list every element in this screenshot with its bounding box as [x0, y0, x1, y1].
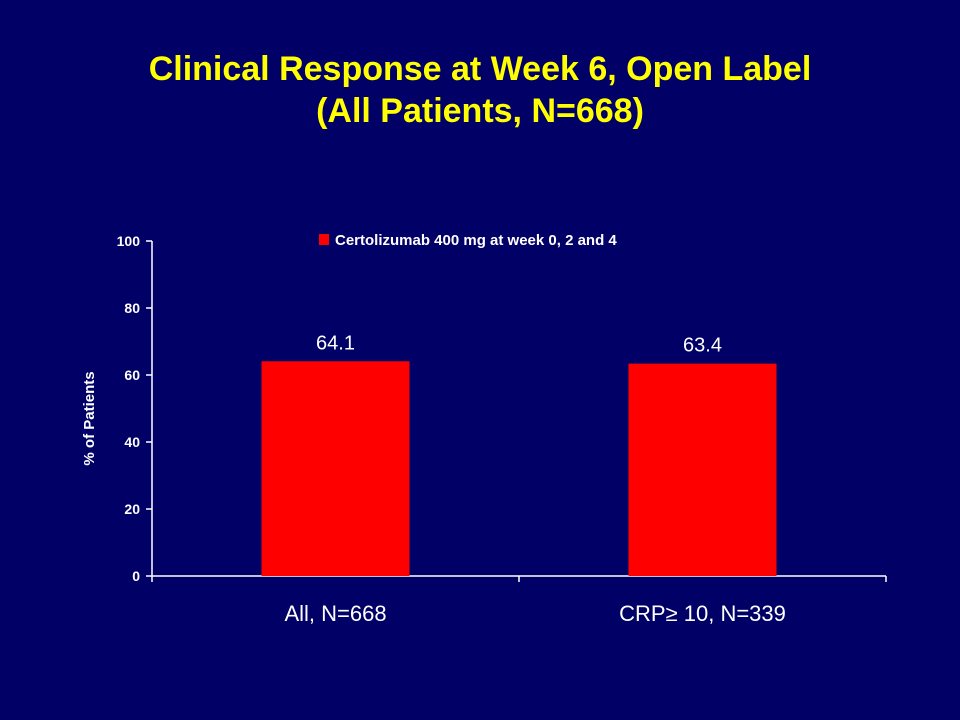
data-label-1: 64.1: [316, 332, 355, 354]
chart-bars: [261, 361, 777, 576]
y-tick-label: 40: [124, 434, 140, 450]
x-category-label-2: CRP≥ 10, N=339: [619, 601, 786, 626]
slide-title-line-1: Clinical Response at Week 6, Open Label: [148, 50, 812, 88]
legend-label: Certolizumab 400 mg at week 0, 2 and 4: [335, 232, 617, 249]
bar-2: [628, 363, 777, 576]
chart-axes: 0 20 40 60 80 100 % of Patients: [81, 233, 887, 584]
y-tick-label: 20: [124, 501, 140, 517]
y-tick-label: 60: [124, 367, 140, 383]
y-tick-label: 0: [132, 568, 140, 584]
slide-title-line-2: (All Patients, N=668): [316, 92, 644, 130]
slide-title: Clinical Response at Week 6, Open Label …: [0, 48, 960, 132]
chart-legend: Certolizumab 400 mg at week 0, 2 and 4: [319, 232, 617, 249]
y-tick-label: 80: [124, 300, 140, 316]
data-label-2: 63.4: [683, 335, 722, 357]
y-axis-title: % of Patients: [81, 371, 98, 465]
legend-swatch: [319, 234, 329, 245]
bar-1: [261, 361, 410, 576]
chart-labels: 64.1 All, N=668 63.4 CRP≥ 10, N=339: [284, 332, 785, 626]
x-category-label-1: All, N=668: [284, 601, 386, 626]
y-tick-label: 100: [117, 233, 141, 249]
